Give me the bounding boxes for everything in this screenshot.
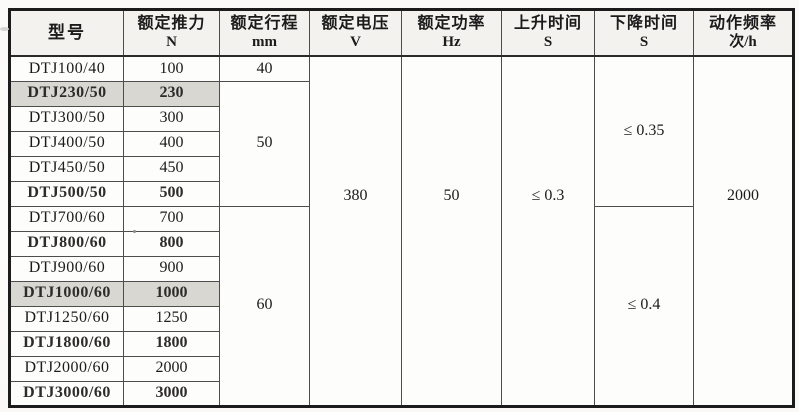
- table-row: DTJ800/60 800: [9, 230, 794, 257]
- col-header-model: 型号: [9, 9, 124, 57]
- model-cell: DTJ230/50: [9, 80, 124, 107]
- stroke-cell: 60: [219, 205, 310, 407]
- col-header-voltage: 额定电压 V: [309, 9, 402, 57]
- col-header-thrust: 额定推力 N: [123, 9, 220, 57]
- table-row: DTJ1800/60 1800: [9, 330, 794, 357]
- table-row: DTJ700/60 700 60 ≤ 0.4: [9, 205, 794, 407]
- model-cell: DTJ2000/60: [9, 355, 124, 382]
- frequency-cell: 2000: [693, 55, 794, 407]
- thrust-cell: 900: [123, 255, 220, 282]
- thrust-cell: 1800: [123, 330, 220, 357]
- model-cell: DTJ3000/60: [9, 380, 124, 407]
- col-header-model-label: 型号: [48, 23, 86, 42]
- thrust-cell: 300: [123, 105, 220, 132]
- model-cell: DTJ100/40: [9, 55, 124, 82]
- table-row: DTJ450/50 450: [9, 155, 794, 182]
- thrust-cell: 700: [123, 205, 220, 232]
- scan-margin-smudge: [0, 27, 9, 31]
- table-row: DTJ230/50 230 50: [9, 80, 794, 207]
- thrust-cell: 800: [123, 230, 220, 257]
- model-cell: DTJ800/60: [9, 230, 124, 257]
- thrust-cell: 450: [123, 155, 220, 182]
- col-header-frequency: 动作频率 次/h: [693, 9, 794, 57]
- spec-table: 型号 额定推力 N 额定行程 mm 额定电压 V 额定功率 Hz 上升时间 S 下降时间 S…: [8, 8, 795, 408]
- fall-time-cell-lower: ≤ 0.4: [594, 205, 694, 407]
- table-row: DTJ3000/60 3000: [9, 380, 794, 407]
- thrust-cell: 230: [123, 80, 220, 107]
- thrust-cell: 2000: [123, 355, 220, 382]
- thrust-cell: 1000: [123, 280, 220, 307]
- table-row: DTJ100/40 100 40 380 50 ≤ 0.3 ≤ 0.35 200…: [9, 55, 794, 407]
- model-cell: DTJ1250/60: [9, 305, 124, 332]
- voltage-cell: 380: [309, 55, 402, 407]
- fall-time-cell-upper: ≤ 0.35: [594, 55, 694, 207]
- thrust-cell: 100: [123, 55, 220, 82]
- scan-speck: [133, 230, 136, 233]
- stroke-cell: 50: [219, 80, 310, 207]
- model-cell: DTJ1800/60: [9, 330, 124, 357]
- model-cell: DTJ900/60: [9, 255, 124, 282]
- thrust-cell: 400: [123, 130, 220, 157]
- stroke-cell: 40: [219, 55, 310, 82]
- table-row: DTJ400/50 400: [9, 130, 794, 157]
- thrust-cell: 500: [123, 180, 220, 207]
- col-header-stroke: 额定行程 mm: [219, 9, 310, 57]
- model-cell: DTJ700/60: [9, 205, 124, 232]
- col-header-power: 额定功率 Hz: [401, 9, 502, 57]
- table-row: DTJ300/50 300: [9, 105, 794, 132]
- thrust-cell: 1250: [123, 305, 220, 332]
- model-cell: DTJ450/50: [9, 155, 124, 182]
- col-header-fall-time: 下降时间 S: [594, 9, 694, 57]
- table-row: DTJ1000/60 1000: [9, 280, 794, 307]
- model-cell: DTJ400/50: [9, 130, 124, 157]
- header-row: 型号 额定推力 N 额定行程 mm 额定电压 V 额定功率 Hz 上升时间 S 下降时间 S…: [9, 9, 794, 57]
- col-header-rise-time: 上升时间 S: [501, 9, 595, 57]
- table-row: DTJ500/50 500: [9, 180, 794, 207]
- model-cell: DTJ300/50: [9, 105, 124, 132]
- power-cell: 50: [401, 55, 502, 407]
- model-cell: DTJ500/50: [9, 180, 124, 207]
- model-cell: DTJ1000/60: [9, 280, 124, 307]
- rise-time-cell: ≤ 0.3: [501, 55, 595, 407]
- thrust-cell: 3000: [123, 380, 220, 407]
- table-row: DTJ900/60 900: [9, 255, 794, 282]
